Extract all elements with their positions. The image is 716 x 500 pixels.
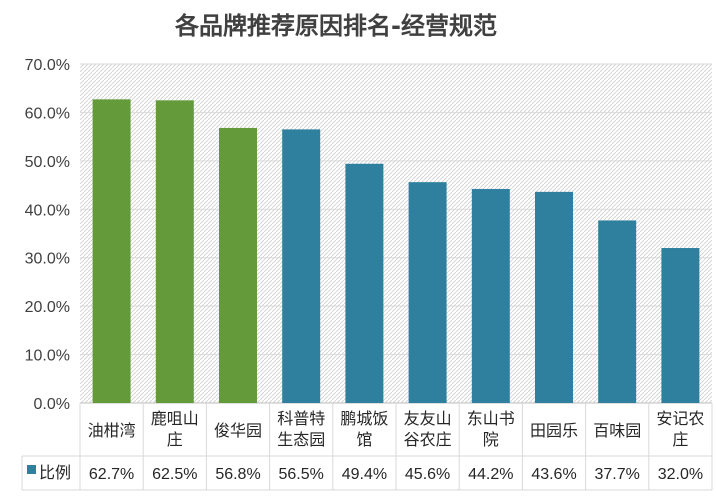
bar [661, 248, 700, 403]
category-label: 科普特 [277, 409, 325, 428]
bar [471, 188, 510, 403]
category-label: 安记农 [656, 409, 704, 428]
data-label: 32.0% [658, 466, 703, 483]
bar [345, 163, 384, 403]
bar [92, 99, 131, 404]
category-label: 俊华园 [214, 421, 262, 440]
legend-key [27, 465, 36, 474]
data-label: 62.5% [152, 466, 197, 483]
category-label: 油柑湾 [88, 421, 136, 440]
category-label: 田园乐 [530, 421, 578, 440]
bar [219, 127, 257, 403]
legend-label: 比例 [39, 463, 71, 482]
category-label: 馆 [356, 430, 372, 449]
data-label: 49.4% [342, 466, 387, 483]
bar [408, 182, 447, 403]
category-label: 东山书 [467, 409, 515, 428]
y-tick-label: 70.0% [25, 57, 70, 74]
category-label: 院 [483, 430, 499, 449]
y-tick-label: 60.0% [25, 105, 70, 122]
category-label: 庄 [672, 430, 688, 449]
y-tick-label: 30.0% [25, 251, 70, 268]
bar [535, 191, 573, 403]
category-label: 生态园 [277, 430, 325, 449]
data-label: 62.7% [89, 466, 134, 483]
data-label: 45.6% [405, 466, 450, 483]
y-tick-label: 10.0% [25, 348, 70, 365]
category-label: 庄 [167, 430, 183, 449]
data-label: 56.8% [215, 466, 260, 483]
data-label: 56.5% [279, 466, 324, 483]
chart-title: 各品牌推荐原因排名-经营规范 [174, 12, 497, 40]
bar [598, 220, 637, 403]
y-tick-label: 50.0% [25, 154, 70, 171]
category-label: 友友山 [404, 409, 452, 428]
y-tick-label: 40.0% [25, 202, 70, 219]
y-axis-tick-labels: 0.0% 10.0% 20.0% 30.0% 40.0% 50.0% 60.0% 70.0% [25, 57, 70, 413]
data-label: 44.2% [468, 466, 513, 483]
y-tick-label: 20.0% [25, 299, 70, 316]
data-label: 37.7% [595, 466, 640, 483]
bar [155, 100, 194, 404]
category-label: 谷农庄 [404, 430, 452, 449]
category-label: 百味园 [593, 421, 641, 440]
category-label: 鹏城饭 [340, 409, 388, 428]
y-tick-label: 0.0% [34, 396, 70, 413]
category-label: 鹿咀山 [151, 409, 199, 428]
bars [92, 99, 700, 404]
data-label: 43.6% [531, 466, 576, 483]
bar [282, 129, 321, 403]
